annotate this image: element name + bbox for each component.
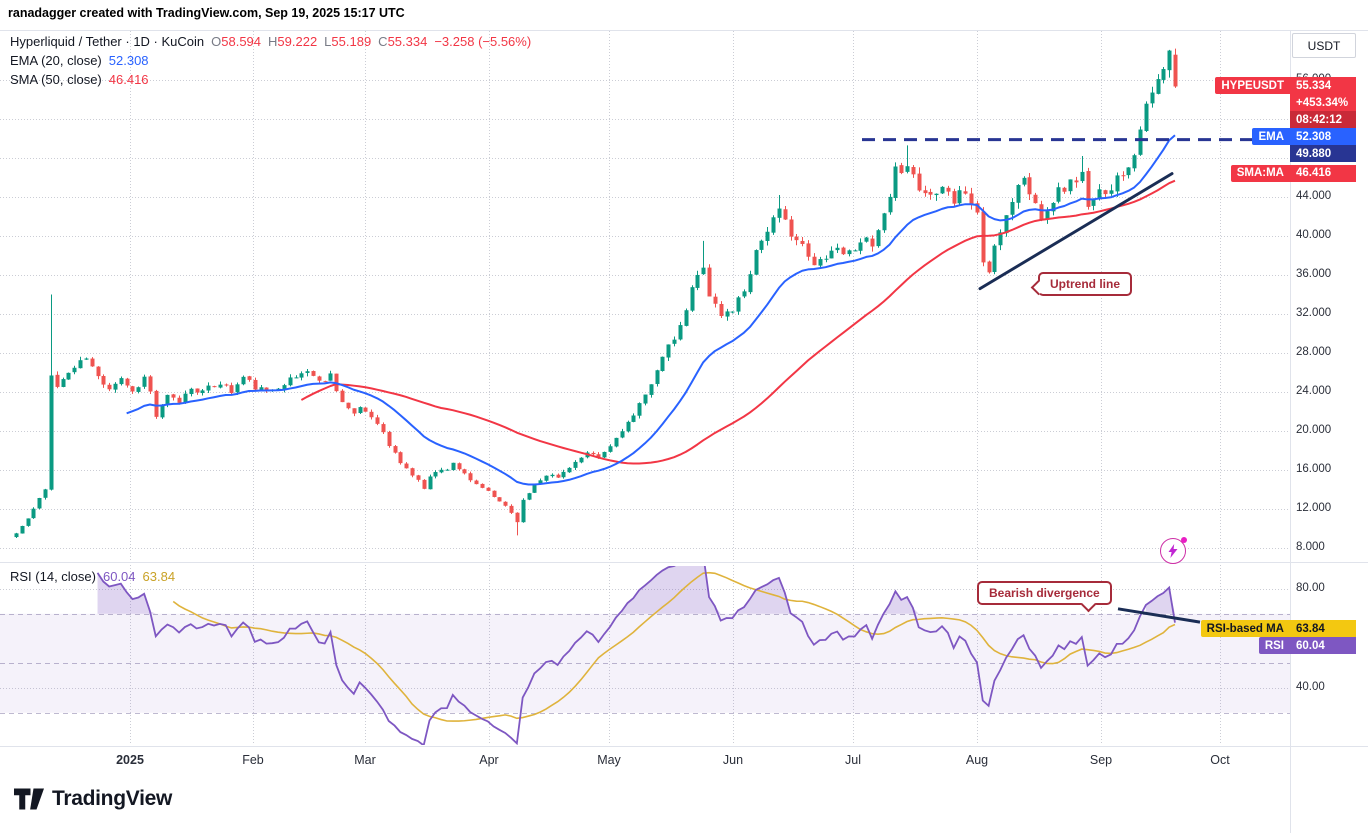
month-label: Apr xyxy=(479,753,499,767)
price-tick: 16.000 xyxy=(1296,462,1332,475)
tradingview-logo-text: TradingView xyxy=(52,787,173,810)
rsi-badge: RSI 60.04 xyxy=(1258,637,1356,655)
rsi-tick: 40.00 xyxy=(1296,680,1325,693)
rsi-ma-badge-value: 63.84 xyxy=(1290,620,1356,638)
ema-value: 52.308 xyxy=(108,53,149,68)
close-value: 55.334 xyxy=(387,34,428,49)
sma-badge-label: SMA:MA xyxy=(1230,164,1290,182)
change-value: −3.258 (−5.56%) xyxy=(434,34,532,49)
lightning-bolt-icon xyxy=(1168,544,1178,558)
sma-badge-value: 46.416 xyxy=(1290,164,1356,182)
rsi-badge-label: RSI xyxy=(1258,637,1290,655)
rsi-legend[interactable]: RSI (14, close) 60.04 63.84 xyxy=(10,567,175,586)
rsi-ma-badge: RSI-based MA 63.84 xyxy=(1200,620,1356,638)
level-price-badge: 49.880 xyxy=(1290,145,1356,163)
uptrend-callout-text: Uptrend line xyxy=(1050,277,1121,291)
tradingview-logo[interactable]: TradingView xyxy=(14,787,172,811)
month-label: Oct xyxy=(1210,753,1230,767)
symbol-legend-row[interactable]: Hyperliquid / Tether · 1D · KuCoin O58.59… xyxy=(10,32,531,51)
price-axis-separator xyxy=(1290,30,1291,833)
month-label: May xyxy=(597,753,621,767)
ema-legend-row[interactable]: EMA (20, close) 52.308 xyxy=(10,51,531,70)
tradingview-logo-mark xyxy=(14,788,44,810)
time-axis-separator xyxy=(0,746,1368,747)
price-badge-symbol: HYPEUSDT xyxy=(1215,77,1290,95)
last-price-badge: HYPEUSDT 55.334 +453.34% 08:42:12 xyxy=(1215,77,1356,129)
price-tick: 12.000 xyxy=(1296,501,1332,514)
price-tick: 40.000 xyxy=(1296,228,1332,241)
main-legend: Hyperliquid / Tether · 1D · KuCoin O58.59… xyxy=(10,32,531,89)
ema-badge-label: EMA xyxy=(1252,128,1290,146)
price-tick: 8.000 xyxy=(1296,540,1325,553)
symbol-title: Hyperliquid / Tether · 1D · KuCoin xyxy=(10,34,205,49)
sma-label: SMA (50, close) xyxy=(10,72,102,87)
open-value: 58.594 xyxy=(221,34,262,49)
currency-box: USDT xyxy=(1292,33,1356,58)
high-label: H xyxy=(268,34,278,49)
flash-icon[interactable] xyxy=(1160,537,1187,564)
bearish-divergence-callout[interactable]: Bearish divergence xyxy=(977,581,1112,613)
price-badge-countdown: 08:42:12 xyxy=(1290,111,1356,129)
top-frame-line xyxy=(0,30,1368,31)
bearish-callout-text: Bearish divergence xyxy=(989,586,1100,600)
price-tick: 20.000 xyxy=(1296,423,1332,436)
low-value: 55.189 xyxy=(331,34,372,49)
sma-badge: SMA:MA 46.416 xyxy=(1230,164,1356,182)
time-axis[interactable]: 2025 Feb Mar Apr May Jun Jul Aug Sep Oct xyxy=(0,746,1368,774)
rsi-badge-value: 60.04 xyxy=(1290,637,1356,655)
rsi-ma-value: 63.84 xyxy=(142,569,176,584)
high-value: 59.222 xyxy=(277,34,318,49)
rsi-ma-badge-label: RSI-based MA xyxy=(1200,620,1290,638)
rsi-value: 60.04 xyxy=(102,569,136,584)
price-tick: 36.000 xyxy=(1296,267,1332,280)
pane-separator[interactable] xyxy=(0,562,1368,563)
ema-label: EMA (20, close) xyxy=(10,53,102,68)
close-label: C xyxy=(378,34,388,49)
low-label: L xyxy=(324,34,332,49)
price-tick: 32.000 xyxy=(1296,306,1332,319)
open-label: O xyxy=(211,34,222,49)
month-label: Feb xyxy=(242,753,264,767)
month-label: 2025 xyxy=(116,753,144,767)
rsi-label: RSI (14, close) xyxy=(10,569,96,584)
ema-badge: EMA 52.308 xyxy=(1252,128,1356,146)
price-tick: 28.000 xyxy=(1296,345,1332,358)
rsi-tick: 80.00 xyxy=(1296,581,1325,594)
level-badge-value: 49.880 xyxy=(1290,145,1356,163)
attribution-text: ranadagger created with TradingView.com,… xyxy=(8,6,405,20)
notification-dot xyxy=(1181,537,1187,543)
price-tick: 24.000 xyxy=(1296,384,1332,397)
month-label: Mar xyxy=(354,753,376,767)
month-label: Sep xyxy=(1089,753,1113,767)
month-label: Jul xyxy=(845,753,861,767)
uptrend-line-callout[interactable]: Uptrend line xyxy=(1030,272,1133,296)
ema-badge-value: 52.308 xyxy=(1290,128,1356,146)
sma-value: 46.416 xyxy=(108,72,149,87)
price-badge-change: +453.34% xyxy=(1290,94,1356,112)
price-tick: 44.000 xyxy=(1296,189,1332,202)
price-badge-value: 55.334 xyxy=(1290,77,1356,95)
month-label: Aug xyxy=(965,753,989,767)
sma-legend-row[interactable]: SMA (50, close) 46.416 xyxy=(10,70,531,89)
month-label: Jun xyxy=(722,753,744,767)
